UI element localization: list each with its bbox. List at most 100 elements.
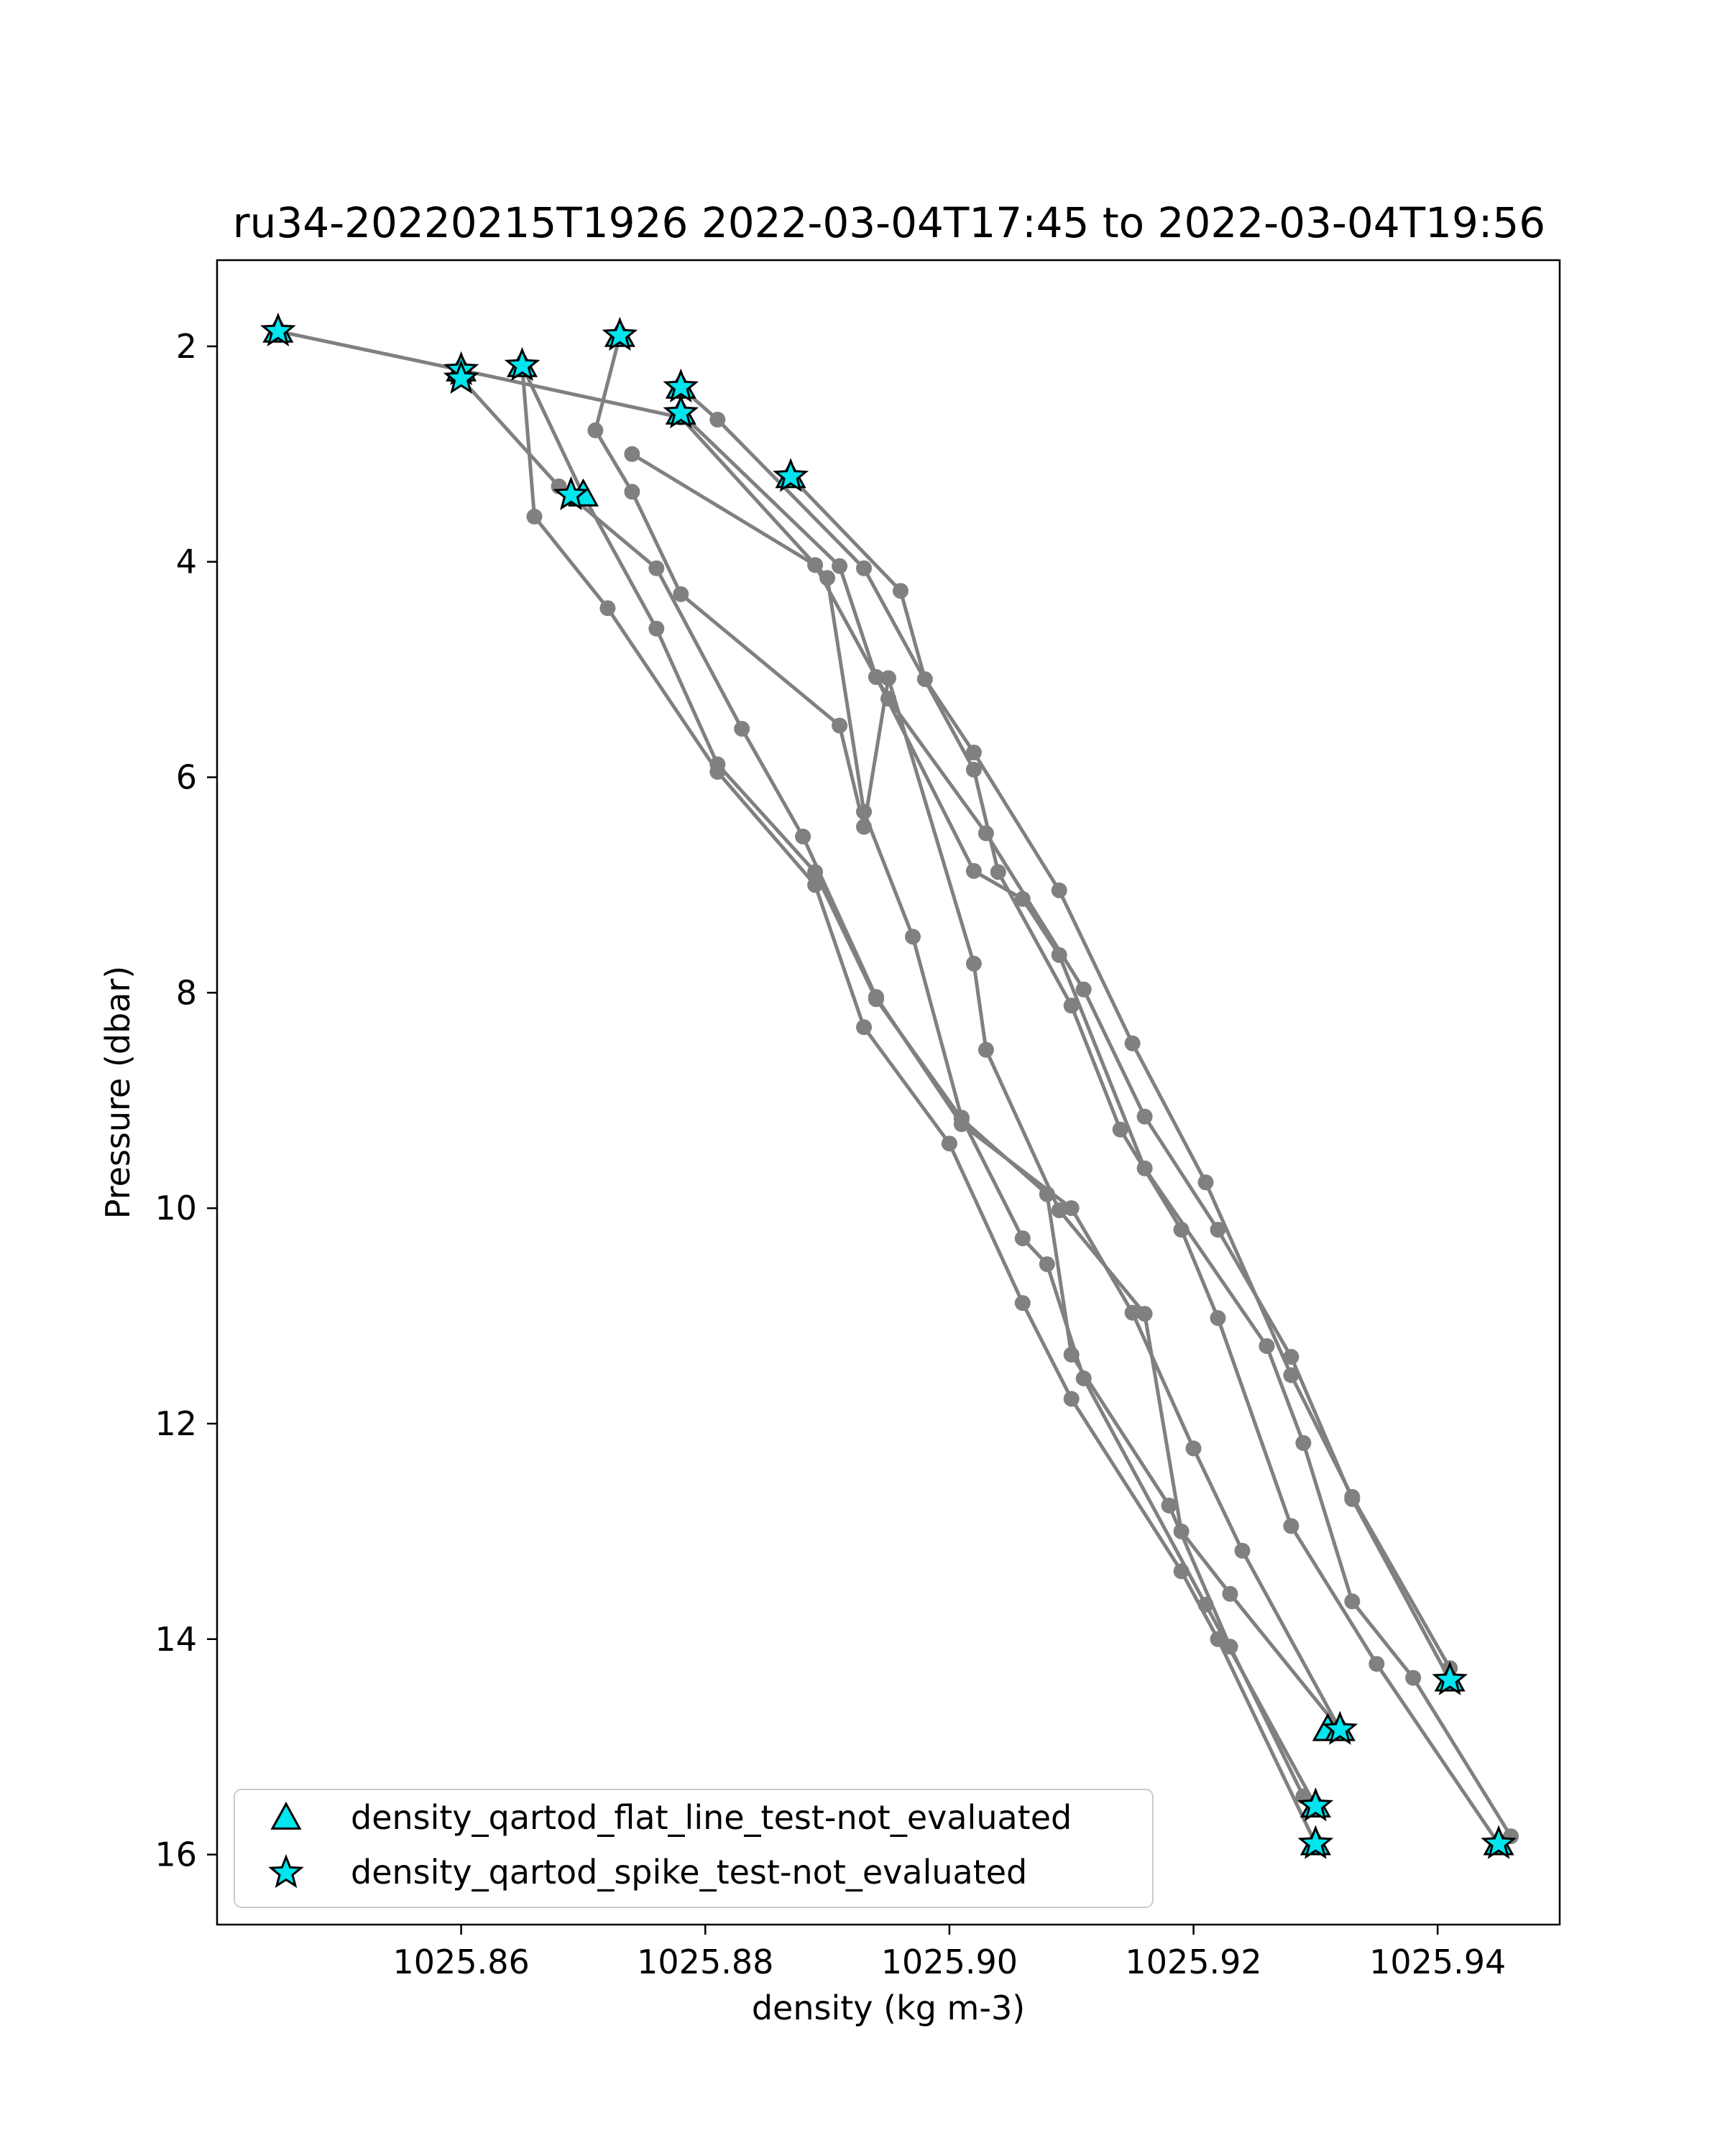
profile-point	[709, 756, 726, 773]
spike-marker	[663, 368, 699, 403]
profile-point	[856, 819, 872, 835]
profile-line	[277, 329, 1317, 1807]
y-tick-label: 8	[176, 973, 197, 1012]
y-axis-ticks: 2 4 6 8 10 12 14 16	[155, 327, 217, 1874]
profile-9	[673, 405, 1458, 1688]
profile-point	[795, 829, 811, 844]
profile-point	[1112, 1121, 1128, 1138]
profile-point	[880, 670, 896, 686]
profile-point	[1051, 882, 1067, 898]
profile-line	[520, 365, 1317, 1845]
profile-point	[1161, 1497, 1177, 1514]
x-tick-label: 1025.86	[393, 1943, 530, 1981]
profile-point	[1344, 1593, 1361, 1610]
profile-point	[624, 446, 640, 462]
legend-triangle-marker	[270, 1801, 302, 1830]
profile-point	[916, 671, 933, 688]
profile-point	[1136, 1160, 1153, 1176]
profile-point	[905, 929, 921, 945]
profile-point	[587, 422, 604, 438]
profile-point	[1014, 1230, 1031, 1247]
profile-point	[868, 669, 884, 686]
spike-marker	[1481, 1825, 1517, 1859]
profile-line	[789, 475, 1452, 1669]
profile-line	[593, 335, 1342, 1731]
profile-point	[1259, 1338, 1275, 1354]
profile-point	[978, 825, 994, 842]
profile-point	[1295, 1434, 1312, 1451]
profile-5	[587, 327, 1348, 1738]
spike-marker	[504, 346, 540, 382]
profile-point	[1283, 1367, 1300, 1383]
y-tick-label: 12	[155, 1404, 197, 1443]
profile-point	[1136, 1306, 1153, 1322]
profile-point	[648, 620, 665, 637]
profile-point	[1075, 981, 1092, 998]
profile-point	[1173, 1523, 1190, 1539]
profile-point	[1344, 1491, 1361, 1507]
profile-point	[1234, 1542, 1251, 1559]
legend-label-spike: density_qartod_spike_test-not_evaluated	[351, 1853, 1027, 1892]
profile-point	[832, 717, 848, 734]
profile-line	[679, 386, 1501, 1846]
spike-marker	[260, 312, 296, 347]
profile-point	[941, 1135, 957, 1152]
profile-point	[965, 862, 982, 879]
profile-point	[1039, 1256, 1055, 1273]
y-axis-label: Pressure (dbar)	[98, 966, 137, 1219]
profile-point	[807, 864, 824, 880]
legend-star-marker	[268, 1853, 304, 1889]
profile-line	[631, 452, 1513, 1838]
profile-point	[1063, 1347, 1080, 1363]
profile-point	[599, 600, 616, 617]
profile-point	[1405, 1669, 1422, 1686]
profile-point	[1124, 1035, 1141, 1051]
profile-point	[648, 560, 665, 576]
profile-point	[1210, 1222, 1226, 1238]
profile-point	[1063, 1391, 1080, 1407]
spike-marker	[443, 359, 479, 395]
qartod-markers	[260, 312, 1517, 1859]
profile-point	[868, 991, 884, 1008]
profile-point	[1283, 1518, 1300, 1534]
x-tick-label: 1025.90	[881, 1943, 1018, 1981]
spike-marker	[602, 316, 638, 351]
profile-point	[978, 1041, 994, 1058]
spike-marker	[663, 394, 699, 429]
profile-point	[1173, 1563, 1190, 1580]
profile-point	[1222, 1585, 1238, 1602]
spike-marker	[1297, 1825, 1334, 1859]
profile-point	[1197, 1174, 1214, 1191]
profile-point	[856, 1019, 872, 1036]
plot-area	[217, 260, 1560, 1925]
plot-frame	[216, 259, 1561, 1926]
profile-point	[832, 558, 848, 574]
spike-marker	[1322, 1710, 1358, 1745]
spike-marker	[553, 476, 589, 510]
profile-point	[1063, 1200, 1080, 1217]
profile-point	[965, 762, 982, 778]
x-axis-ticks: 1025.86 1025.88 1025.90 1025.92 1025.94	[393, 1925, 1506, 1981]
profile-point	[1210, 1310, 1226, 1326]
legend: density_qartod_flat_line_test-not_evalua…	[234, 1789, 1154, 1908]
profile-point	[856, 560, 872, 576]
legend-box	[234, 1789, 1154, 1908]
x-tick-label: 1025.88	[637, 1943, 773, 1981]
profile-point	[807, 557, 824, 573]
profile-point	[1124, 1304, 1141, 1321]
spike-marker	[773, 458, 809, 492]
profile-point	[1185, 1440, 1202, 1457]
profile-point	[1063, 998, 1080, 1014]
profile-point	[1283, 1349, 1300, 1365]
profile-point	[709, 411, 726, 428]
spike-marker	[1432, 1661, 1468, 1695]
y-tick-label: 16	[155, 1835, 197, 1874]
legend-star-shape	[268, 1853, 304, 1889]
profile-point	[624, 484, 640, 500]
y-tick-label: 6	[176, 758, 197, 797]
profile-point	[1368, 1656, 1385, 1672]
y-tick-label: 2	[176, 327, 197, 366]
profile-point	[734, 721, 750, 737]
profile-point	[1210, 1631, 1226, 1647]
